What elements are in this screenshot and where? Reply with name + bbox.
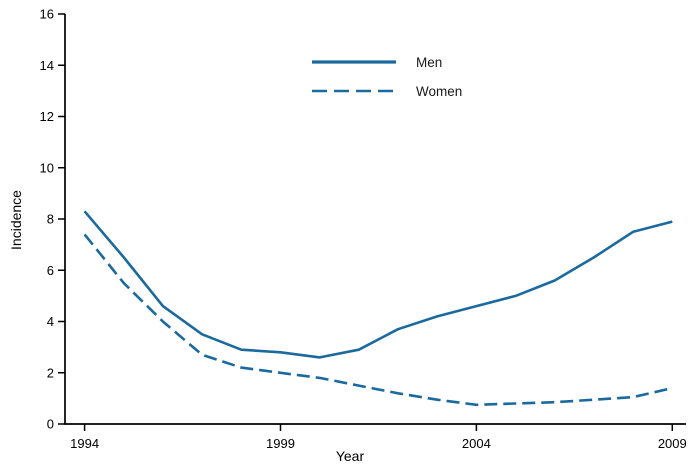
- series-line-women: [83, 233, 673, 407]
- legend-item-men: Men: [310, 54, 462, 70]
- x-tick-label: 1994: [70, 436, 99, 451]
- y-tick-label: 8: [47, 212, 54, 227]
- women-line-sample-icon: [312, 89, 396, 93]
- y-tick-label: 6: [47, 263, 54, 278]
- x-axis-title: Year: [335, 448, 365, 464]
- legend-label-men: Men: [416, 54, 443, 70]
- x-tick-label: 2004: [462, 436, 491, 451]
- x-tick-label: 2009: [658, 436, 687, 451]
- x-tick-label: 1999: [266, 436, 295, 451]
- legend-item-women: Women: [310, 83, 463, 99]
- y-tick-label: 2: [47, 365, 54, 380]
- y-axis-title: Incidence: [8, 190, 24, 250]
- y-tick-label: 12: [40, 109, 54, 124]
- y-tick-label: 14: [40, 58, 54, 73]
- legend: Men Women: [310, 54, 463, 99]
- y-tick-label: 4: [47, 314, 54, 329]
- y-tick-label: 16: [40, 7, 54, 22]
- y-tick-label: 0: [47, 417, 54, 432]
- series-line-men: [83, 210, 673, 359]
- legend-label-women: Women: [416, 83, 463, 99]
- y-tick-label: 10: [40, 160, 54, 175]
- men-line-sample-icon: [312, 60, 396, 64]
